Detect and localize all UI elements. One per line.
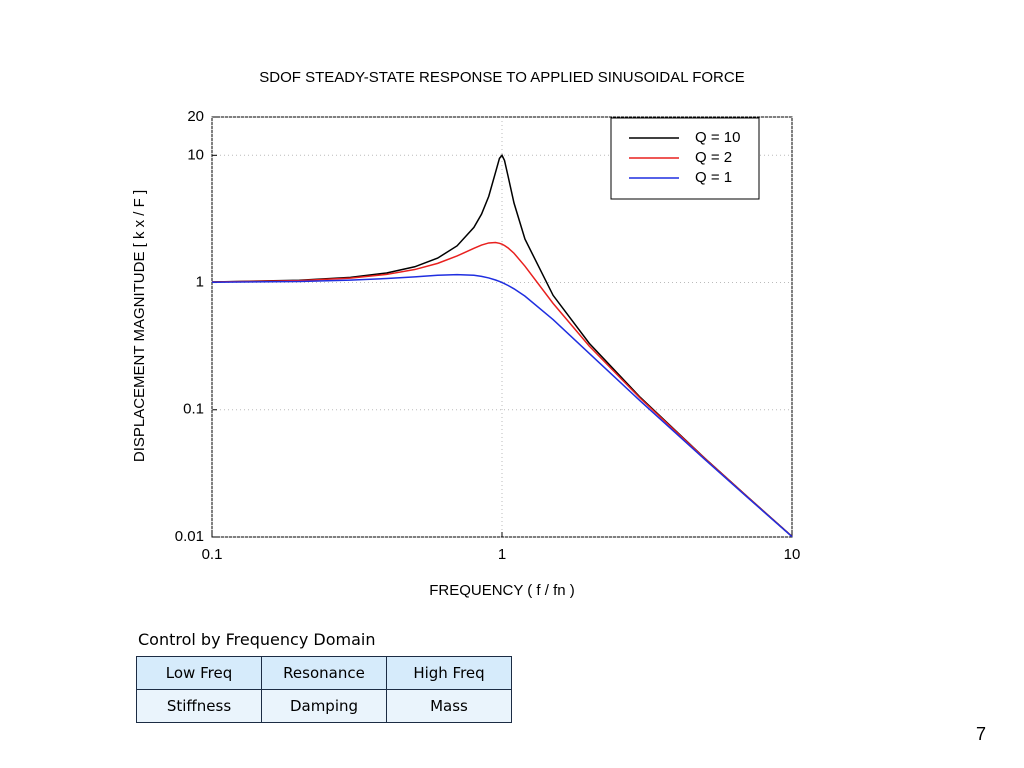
x-tick-label: 0.1 [202, 546, 223, 563]
y-tick-label: 10 [187, 146, 204, 163]
line [211, 241, 793, 538]
y-axis-label: DISPLACEMENT MAGNITUDE [ k x / F ] [131, 190, 148, 462]
x-tick-label: 1 [498, 546, 506, 563]
table: Low Freq Resonance High Freq Stiffness D… [136, 656, 512, 723]
chart: SDOF STEADY-STATE RESPONSE TO APPLIED SI… [131, 69, 801, 599]
y-tick-label: 1 [196, 274, 204, 291]
x-axis-label: FREQUENCY ( f / fn ) [429, 582, 575, 599]
table-cell: Stiffness [136, 689, 262, 723]
table-row: Stiffness Damping Mass [136, 689, 512, 723]
legend-label: Q = 10 [695, 129, 740, 146]
table-row: Low Freq Resonance High Freq [136, 656, 512, 690]
y-tick-label: 0.1 [183, 401, 204, 418]
y-tick-label: 0.01 [175, 528, 204, 545]
table-cell: Resonance [261, 656, 387, 690]
chart-title: SDOF STEADY-STATE RESPONSE TO APPLIED SI… [259, 69, 744, 86]
legend-label: Q = 1 [695, 169, 732, 186]
table-cell: High Freq [386, 656, 512, 690]
legend-label: Q = 2 [695, 149, 732, 166]
table-cell: Low Freq [136, 656, 262, 690]
table-cell: Damping [261, 689, 387, 723]
page-number: 7 [976, 724, 987, 744]
y-tick-label: 20 [187, 108, 204, 125]
table-caption: Control by Frequency Domain [138, 630, 376, 649]
line [211, 273, 793, 538]
table-cell: Mass [386, 689, 512, 723]
x-tick-label: 10 [784, 546, 801, 563]
line [211, 153, 793, 538]
